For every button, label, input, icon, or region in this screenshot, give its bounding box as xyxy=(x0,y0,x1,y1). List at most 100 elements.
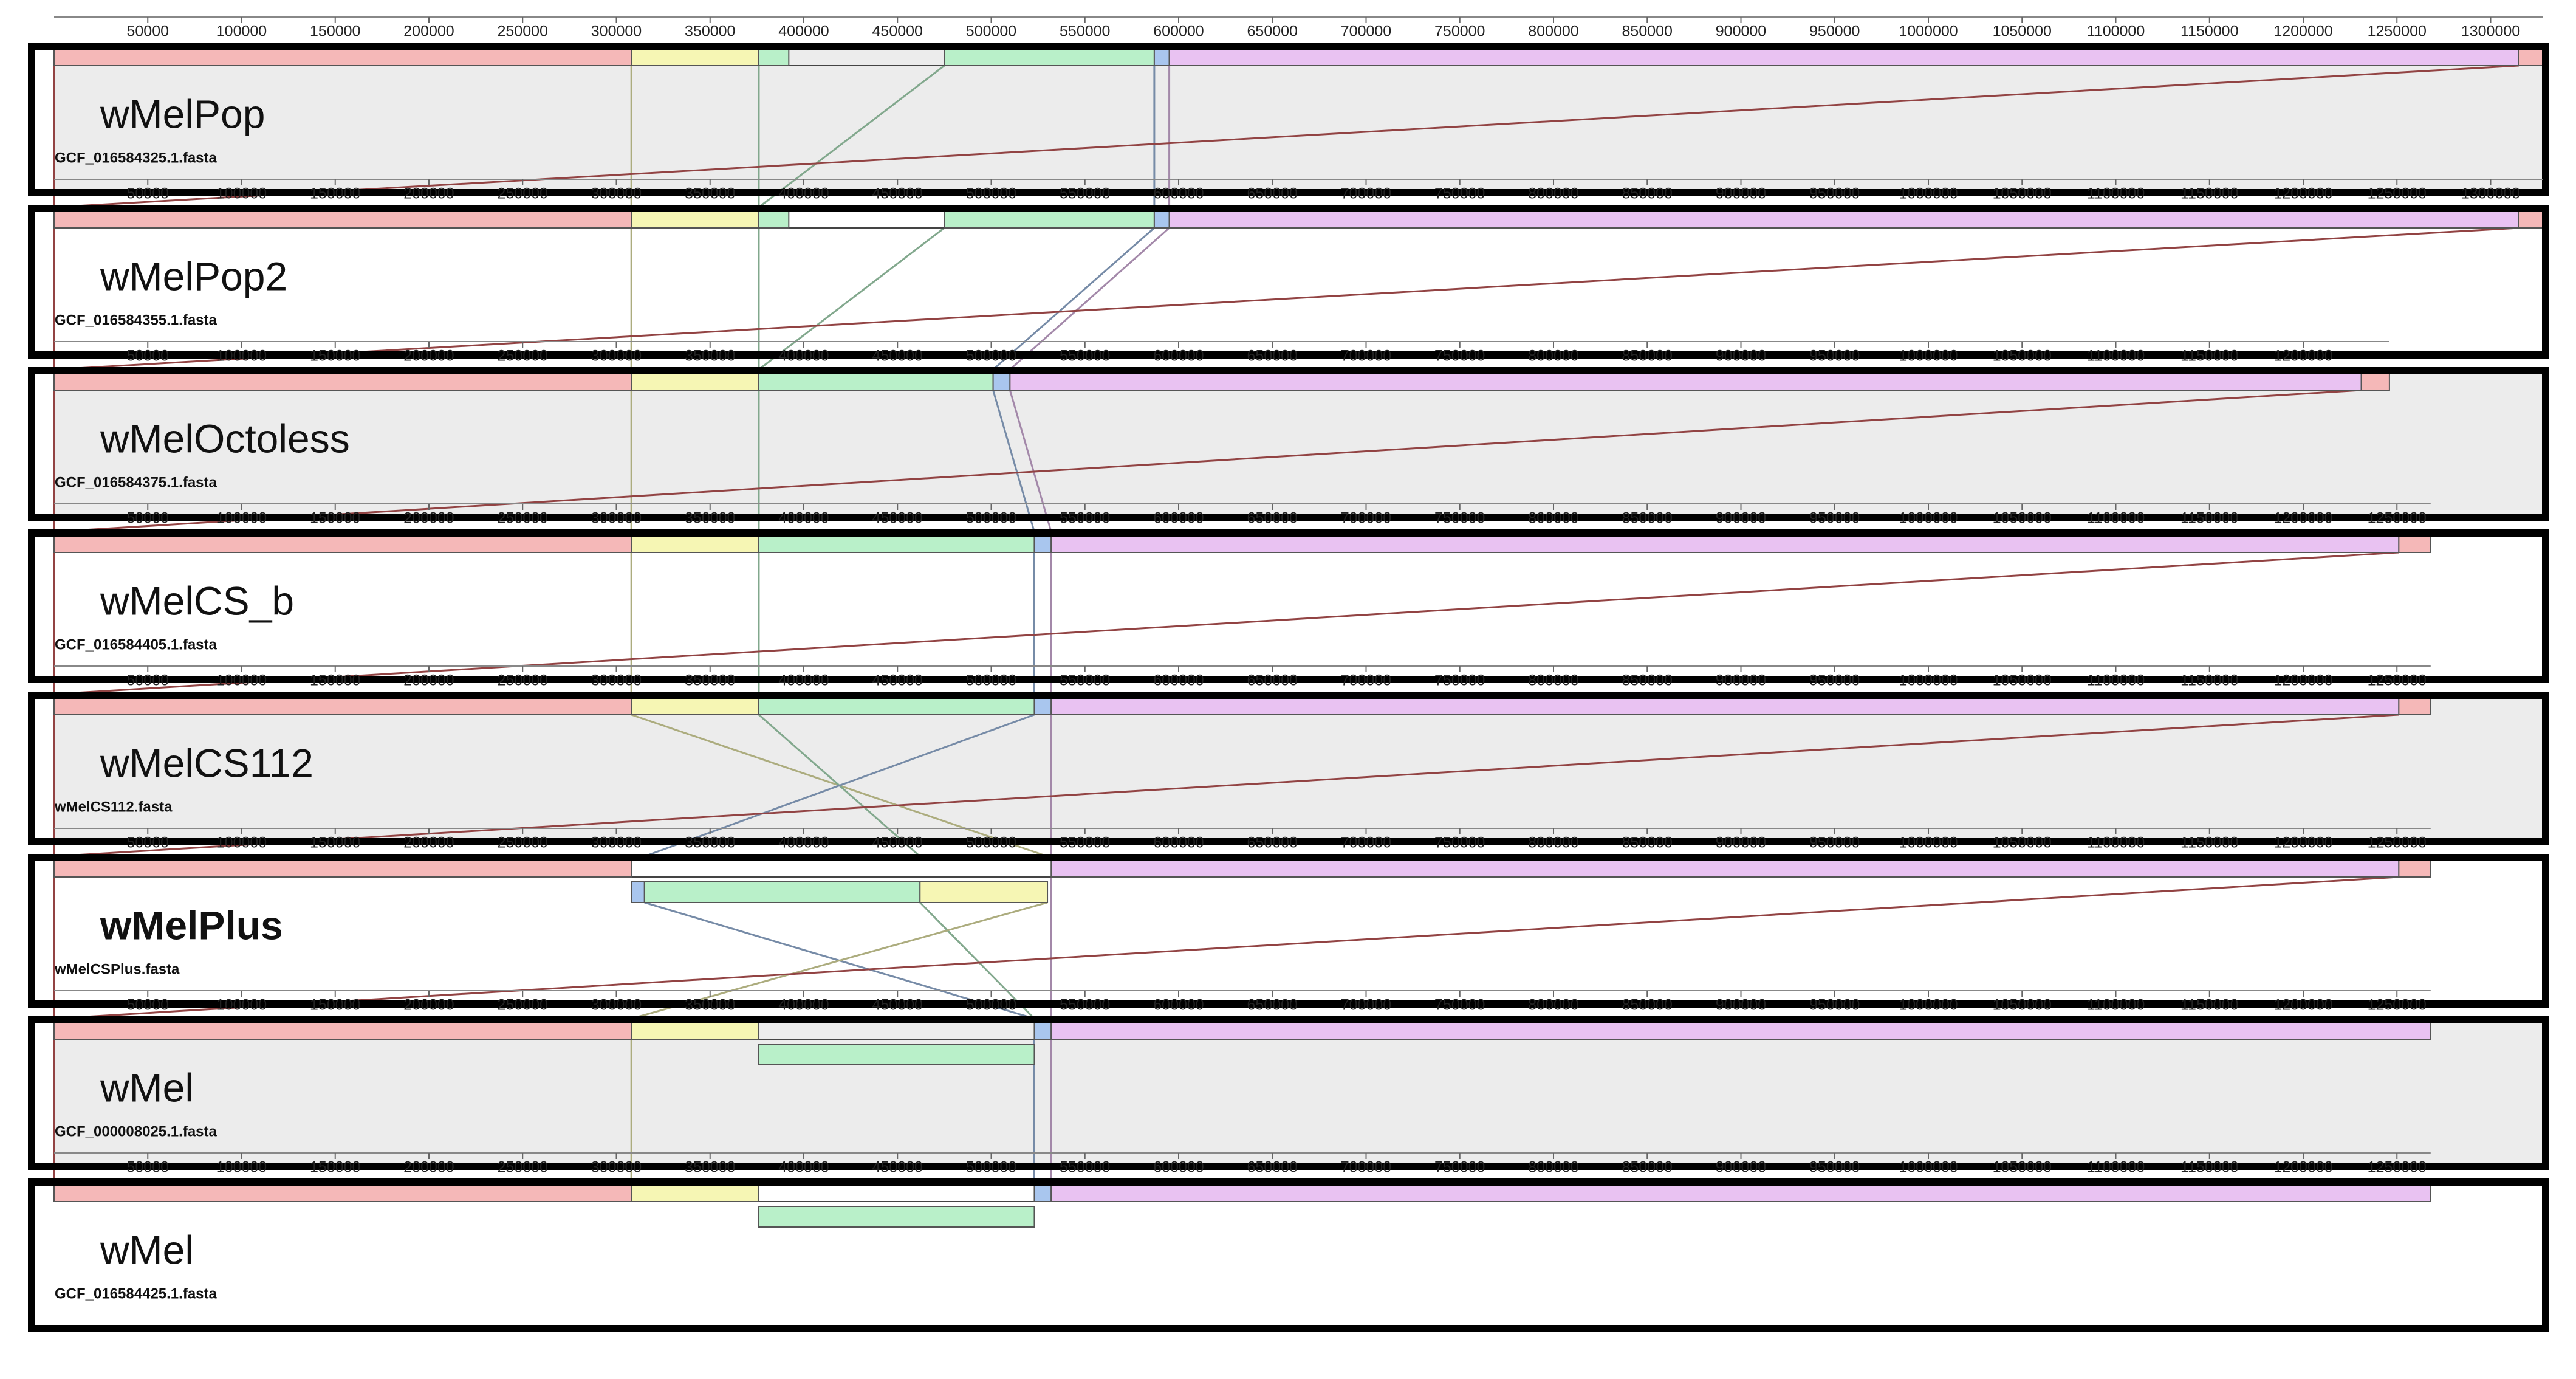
tick-label: 1150000 xyxy=(2180,672,2238,689)
tick-label: 1100000 xyxy=(2087,348,2145,365)
tick-label: 150000 xyxy=(310,834,360,851)
tick-label: 650000 xyxy=(1247,348,1298,365)
tick-label: 1300000 xyxy=(2461,23,2520,40)
tick-label: 1100000 xyxy=(2087,672,2145,689)
tick-label: 200000 xyxy=(403,185,454,202)
tick-label: 100000 xyxy=(216,997,267,1014)
tick-label: 1200000 xyxy=(2273,348,2332,365)
tick-label: 1050000 xyxy=(1993,672,2052,689)
tick-label: 600000 xyxy=(1153,185,1204,202)
tick-label: 150000 xyxy=(310,185,360,202)
tick-label: 250000 xyxy=(498,510,548,527)
tick-label: 700000 xyxy=(1341,997,1391,1014)
tick-label: 150000 xyxy=(310,1159,360,1176)
tick-label: 900000 xyxy=(1716,672,1766,689)
tick-label: 800000 xyxy=(1528,997,1578,1014)
tick-label: 450000 xyxy=(872,997,923,1014)
lcb-connection xyxy=(53,876,2399,1020)
panel-frame xyxy=(28,43,2549,196)
tick-label: 1150000 xyxy=(2180,185,2238,202)
tick-label: 250000 xyxy=(498,185,548,202)
tick-label: 250000 xyxy=(498,23,548,40)
tick-label: 850000 xyxy=(1622,672,1673,689)
tick-label: 50000 xyxy=(126,1159,169,1176)
tick-label: 350000 xyxy=(685,510,735,527)
tick-label: 650000 xyxy=(1247,997,1298,1014)
tick-label: 1050000 xyxy=(1993,997,2052,1014)
tick-label: 1150000 xyxy=(2180,510,2238,527)
tick-label: 1000000 xyxy=(1899,834,1958,851)
tick-label: 750000 xyxy=(1434,834,1485,851)
tick-label: 950000 xyxy=(1809,672,1860,689)
tick-label: 100000 xyxy=(216,1159,267,1176)
tick-label: 750000 xyxy=(1434,997,1485,1014)
tick-label: 950000 xyxy=(1809,348,1860,365)
genome-file: wMelCSPlus.fasta xyxy=(54,961,180,977)
genome-file: GCF_016584405.1.fasta xyxy=(55,636,218,653)
tick-label: 150000 xyxy=(310,348,360,365)
tick-label: 50000 xyxy=(126,834,169,851)
tick-label: 550000 xyxy=(1060,997,1110,1014)
tick-label: 600000 xyxy=(1153,834,1204,851)
lcb-connection xyxy=(992,390,1035,532)
genomes: 50000 100000 150000 200000 250000 300000 35000… xyxy=(28,16,2549,1332)
tick-label: 950000 xyxy=(1809,997,1860,1014)
tick-label: 750000 xyxy=(1434,348,1485,365)
genome-file: GCF_016584355.1.fasta xyxy=(55,312,218,328)
tick-label: 800000 xyxy=(1528,23,1578,40)
tick-label: 250000 xyxy=(498,348,548,365)
lcb-block xyxy=(758,1044,1035,1065)
tick-label: 350000 xyxy=(685,185,735,202)
tick-label: 850000 xyxy=(1622,23,1673,40)
tick-label: 500000 xyxy=(966,1159,1016,1176)
genome-name: wMelPop xyxy=(100,91,265,136)
tick-label: 800000 xyxy=(1528,834,1578,851)
tick-label: 1050000 xyxy=(1993,510,2052,527)
tick-label: 850000 xyxy=(1622,1159,1673,1176)
tick-label: 950000 xyxy=(1809,1159,1860,1176)
lcb-block xyxy=(631,881,645,903)
tick-label: 800000 xyxy=(1528,1159,1578,1176)
tick-label: 1100000 xyxy=(2087,510,2145,527)
tick-label: 250000 xyxy=(498,1159,548,1176)
tick-label: 400000 xyxy=(778,510,829,527)
tick-label: 550000 xyxy=(1060,348,1110,365)
tick-label: 800000 xyxy=(1528,672,1578,689)
tick-label: 250000 xyxy=(498,834,548,851)
tick-label: 950000 xyxy=(1809,834,1860,851)
tick-label: 300000 xyxy=(591,1159,642,1176)
lcb-connection xyxy=(758,227,945,371)
tick-label: 1300000 xyxy=(2461,185,2520,202)
tick-label: 1000000 xyxy=(1899,1159,1958,1176)
lcb-connection xyxy=(53,64,2519,208)
panel-frame xyxy=(28,367,2549,521)
tick-label: 350000 xyxy=(685,834,735,851)
tick-label: 600000 xyxy=(1153,348,1204,365)
genome-file: GCF_000008025.1.fasta xyxy=(55,1123,218,1140)
tick-label: 250000 xyxy=(498,672,548,689)
tick-label: 600000 xyxy=(1153,23,1204,40)
tick-label: 50000 xyxy=(126,23,169,40)
tick-label: 750000 xyxy=(1434,185,1485,202)
tick-label: 650000 xyxy=(1247,185,1298,202)
tick-label: 350000 xyxy=(685,23,735,40)
tick-label: 300000 xyxy=(591,23,642,40)
genome-name: wMelCS112 xyxy=(100,740,313,785)
tick-label: 700000 xyxy=(1341,1159,1391,1176)
lcb-connection xyxy=(919,901,1035,1020)
tick-label: 800000 xyxy=(1528,185,1578,202)
tick-label: 1000000 xyxy=(1899,672,1958,689)
tick-label: 1200000 xyxy=(2273,1159,2332,1176)
lcb-connection xyxy=(53,227,2519,371)
tick-label: 550000 xyxy=(1060,672,1110,689)
tick-label: 1100000 xyxy=(2087,23,2145,40)
tick-label: 500000 xyxy=(966,997,1016,1014)
tick-label: 1250000 xyxy=(2368,1159,2427,1176)
panel-shade xyxy=(53,1022,2544,1163)
tick-label: 1200000 xyxy=(2273,672,2332,689)
tick-label: 650000 xyxy=(1247,510,1298,527)
tick-label: 1000000 xyxy=(1899,997,1958,1014)
tick-label: 950000 xyxy=(1809,185,1860,202)
genome-file: GCF_016584325.1.fasta xyxy=(55,150,218,166)
tick-label: 1250000 xyxy=(2368,23,2427,40)
